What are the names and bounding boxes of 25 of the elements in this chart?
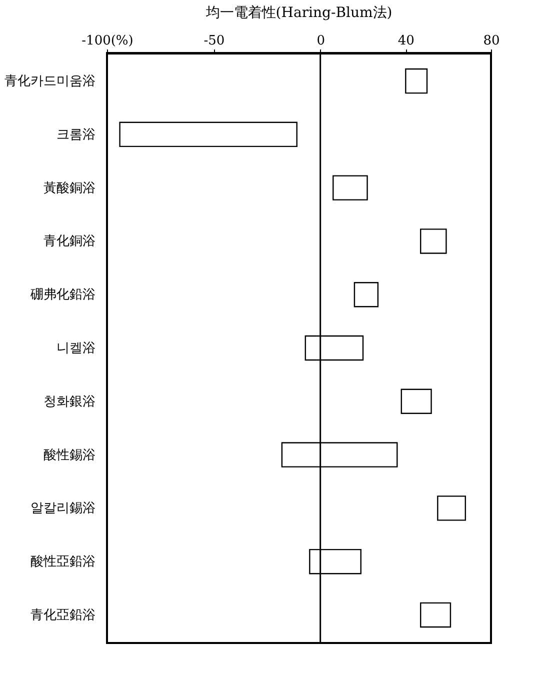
x-tick-label: -50 <box>204 34 225 48</box>
chart-title: 均一電着性(Haring-Blum法) <box>204 5 392 21</box>
y-tick-label: 硼弗化鉛浴 <box>30 288 96 303</box>
x-tick-label: 0 <box>316 34 325 48</box>
x-tick-label: 40 <box>398 34 414 48</box>
bar <box>420 228 447 254</box>
bar <box>400 388 432 414</box>
x-tick-label: 80 <box>483 34 500 48</box>
x-tick-label: -100(%) <box>82 34 134 48</box>
y-tick-label: 니켈浴 <box>56 341 96 356</box>
y-tick-label: 酸性錫浴 <box>44 448 96 463</box>
y-tick-label: 青化亞鉛浴 <box>30 608 96 623</box>
y-tick-label: 青化銅浴 <box>44 234 96 250</box>
y-tick-label: 黃酸銅浴 <box>44 180 96 196</box>
bar <box>420 602 452 628</box>
bar <box>437 496 466 521</box>
y-tick-label: 青化카드미움浴 <box>4 74 96 90</box>
bar <box>119 122 298 148</box>
bar <box>354 282 379 308</box>
y-tick-label: 酸性亞鉛浴 <box>30 554 96 570</box>
bar <box>332 175 368 200</box>
y-tick-label: 크롬浴 <box>56 127 96 142</box>
y-tick-label: 청화銀浴 <box>44 394 96 410</box>
y-tick-label: 알칼리錫浴 <box>30 501 96 516</box>
bar <box>405 68 428 94</box>
